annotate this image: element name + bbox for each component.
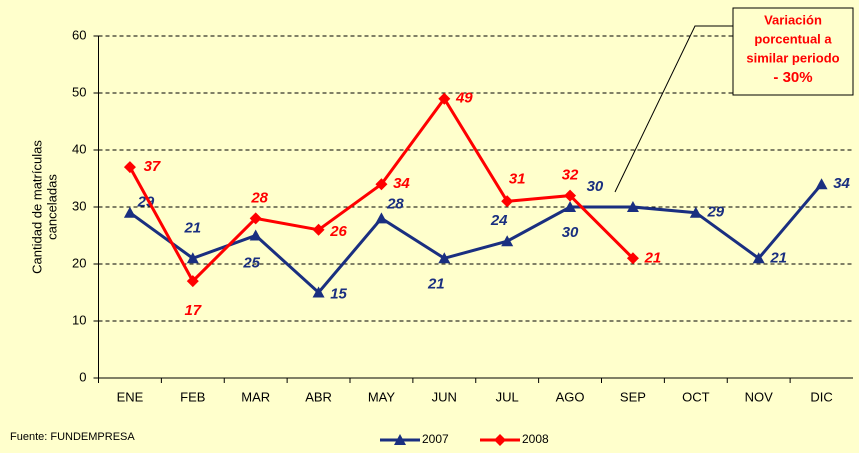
x-tick-label: ABR bbox=[305, 389, 332, 404]
data-label: 34 bbox=[393, 175, 410, 192]
y-axis-label: Cantidad de matrículas bbox=[29, 140, 44, 274]
connector bbox=[614, 25, 733, 193]
marker bbox=[123, 206, 136, 218]
marker bbox=[752, 252, 765, 264]
x-tick-label: MAY bbox=[368, 389, 396, 404]
x-tick-label: JUN bbox=[432, 389, 457, 404]
source: Fuente: FUNDEMPRESA bbox=[10, 431, 135, 443]
annotation-text: porcentual a bbox=[754, 31, 832, 46]
data-label: 21 bbox=[769, 249, 787, 266]
data-label: 32 bbox=[562, 167, 579, 184]
data-label: 34 bbox=[833, 175, 850, 192]
x-tick-label: NOV bbox=[745, 389, 774, 404]
marker bbox=[494, 434, 506, 446]
marker bbox=[501, 195, 514, 208]
data-label: 24 bbox=[490, 212, 508, 229]
marker bbox=[123, 161, 136, 174]
y-tick-label: 20 bbox=[72, 255, 86, 270]
x-tick-label: OCT bbox=[682, 389, 710, 404]
marker bbox=[626, 252, 639, 265]
y-tick-label: 0 bbox=[79, 369, 86, 384]
data-label: 29 bbox=[706, 204, 724, 221]
x-tick-label: JUL bbox=[496, 389, 519, 404]
marker bbox=[249, 212, 262, 225]
annotation-text: - 30% bbox=[773, 69, 812, 86]
data-label: 37 bbox=[144, 158, 161, 175]
data-label: 28 bbox=[250, 189, 268, 206]
legend-label: 2007 bbox=[422, 432, 449, 446]
y-tick-label: 10 bbox=[72, 312, 86, 327]
marker bbox=[501, 235, 514, 247]
marker bbox=[375, 178, 388, 191]
data-label: 21 bbox=[183, 219, 201, 236]
y-tick-label: 30 bbox=[72, 198, 86, 213]
data-label: 49 bbox=[455, 90, 473, 107]
x-tick-label: AGO bbox=[556, 389, 585, 404]
data-label: 30 bbox=[562, 224, 579, 241]
y-tick-label: 40 bbox=[72, 141, 86, 156]
x-tick-label: FEB bbox=[180, 389, 205, 404]
data-label: 28 bbox=[386, 195, 404, 212]
data-label: 21 bbox=[427, 275, 445, 292]
marker bbox=[312, 286, 325, 298]
marker bbox=[438, 252, 451, 264]
annotation-box bbox=[732, 7, 854, 96]
data-label: 30 bbox=[587, 178, 604, 195]
data-label: 15 bbox=[330, 285, 347, 302]
marker bbox=[312, 223, 325, 236]
marker bbox=[564, 201, 577, 212]
marker bbox=[186, 275, 199, 288]
y-axis-label: canceladas bbox=[44, 174, 59, 240]
legend-label: 2008 bbox=[522, 432, 549, 446]
marker bbox=[249, 229, 262, 241]
data-label: 25 bbox=[242, 254, 260, 271]
data-label: 21 bbox=[644, 249, 662, 266]
marker bbox=[186, 252, 199, 264]
x-tick-label: DIC bbox=[810, 389, 832, 404]
marker bbox=[438, 92, 451, 105]
marker bbox=[564, 189, 577, 202]
data-label: 31 bbox=[509, 170, 526, 187]
x-tick-label: SEP bbox=[620, 389, 646, 404]
marker bbox=[375, 212, 388, 224]
x-tick-label: MAR bbox=[241, 389, 270, 404]
marker bbox=[626, 201, 639, 212]
data-label: 17 bbox=[184, 302, 201, 319]
data-label: 26 bbox=[329, 223, 347, 240]
y-tick-label: 60 bbox=[72, 27, 86, 42]
annotation-text: similar periodo bbox=[746, 50, 839, 65]
marker bbox=[394, 434, 406, 445]
y-tick-label: 50 bbox=[72, 84, 86, 99]
series-line bbox=[129, 183, 823, 295]
x-tick-label: ENE bbox=[117, 389, 144, 404]
annotation-text: Variación bbox=[764, 12, 822, 27]
marker bbox=[689, 206, 702, 218]
marker bbox=[815, 178, 828, 190]
